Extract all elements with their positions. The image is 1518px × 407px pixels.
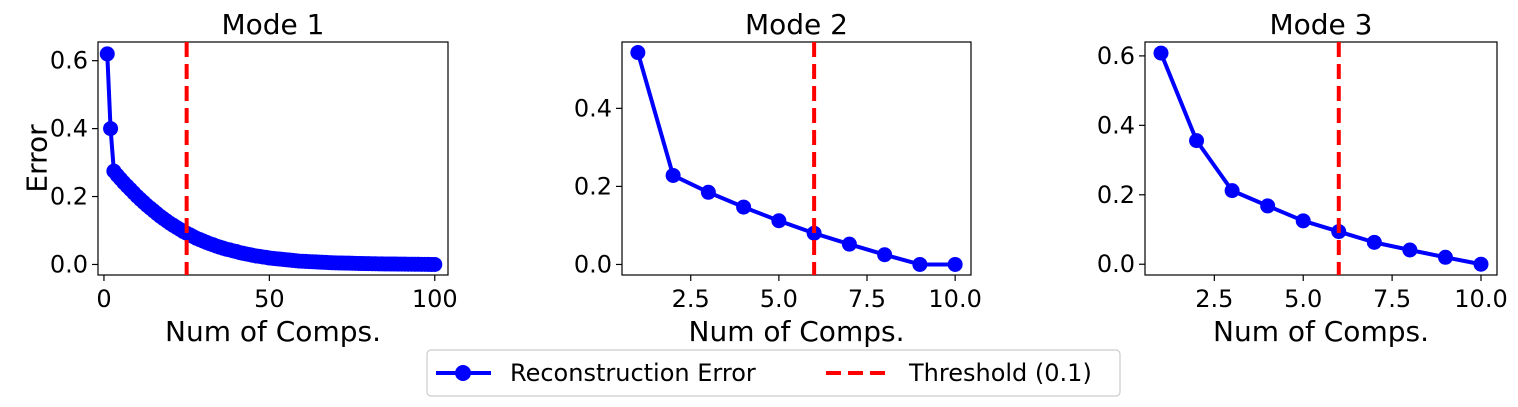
x-tick-label: 10.0 — [1454, 285, 1507, 313]
data-point — [665, 167, 681, 183]
legend: Reconstruction Error Threshold (0.1) — [426, 349, 1121, 397]
series-line-reconstruction-error — [105, 53, 435, 267]
chart-panel-3: Mode 3 2.5 5.0 7.5 10.0 0.0 0.2 0.4 0.6 Num of Co… — [1097, 8, 1508, 348]
data-point — [1402, 242, 1418, 258]
series-line-reconstruction-error — [635, 51, 956, 267]
data-point — [1295, 213, 1311, 229]
y-axis-label: Error — [21, 124, 54, 193]
x-tick-label: 0 — [96, 285, 111, 313]
chart-title: Mode 2 — [745, 8, 848, 41]
data-point — [103, 121, 119, 137]
data-point — [1366, 234, 1382, 250]
data-point — [877, 247, 893, 263]
x-tick-label: 5.0 — [1284, 285, 1322, 313]
x-tick-label: 50 — [254, 285, 285, 313]
y-tick-label: 0.0 — [1097, 250, 1135, 278]
x-tick-label: 2.5 — [1195, 285, 1233, 313]
data-point — [700, 184, 716, 200]
data-point — [1153, 45, 1169, 61]
y-tick-label: 0.0 — [574, 250, 612, 278]
data-point — [1473, 256, 1489, 272]
y-tick-label: 0.2 — [50, 183, 88, 211]
chart-panel-1: Mode 1 0 50 100 0.0 0.2 0.4 0.6 Num of Comps. Err… — [21, 8, 458, 348]
data-point — [736, 199, 752, 215]
data-point — [841, 236, 857, 252]
legend-frame — [426, 349, 1121, 397]
plot-frame — [97, 41, 449, 276]
chart-title: Mode 3 — [1269, 8, 1372, 41]
plot-frame — [1144, 41, 1498, 276]
x-tick-label: 10.0 — [928, 285, 981, 313]
y-tick-label: 0.4 — [574, 94, 612, 122]
x-tick-label: 7.5 — [1373, 285, 1411, 313]
data-point — [630, 45, 646, 61]
x-tick-label: 5.0 — [760, 285, 798, 313]
data-point — [771, 213, 787, 229]
data-point — [1437, 249, 1453, 265]
x-tick-label: 100 — [412, 285, 458, 313]
data-point — [1189, 133, 1205, 149]
y-tick-label: 0.6 — [50, 47, 88, 75]
x-axis-label: Num of Comps. — [1213, 315, 1429, 348]
data-point — [947, 256, 963, 272]
data-point — [99, 46, 115, 62]
legend-label-reconstruction: Reconstruction Error — [510, 359, 756, 387]
data-point — [427, 256, 443, 272]
chart-title: Mode 1 — [221, 8, 324, 41]
x-tick-label: 2.5 — [672, 285, 710, 313]
y-tick-label: 0.0 — [50, 250, 88, 278]
y-tick-label: 0.2 — [1097, 181, 1135, 209]
x-axis-label: Num of Comps. — [689, 315, 905, 348]
y-tick-label: 0.4 — [50, 115, 88, 143]
legend-label-threshold: Threshold (0.1) — [908, 359, 1092, 387]
legend-marker-reconstruction — [455, 365, 471, 381]
chart-panel-2: Mode 2 2.5 5.0 7.5 10.0 0.0 0.2 0.4 Num of Comps… — [574, 8, 982, 348]
series-line-reconstruction-error — [1159, 52, 1482, 267]
x-tick-label: 7.5 — [848, 285, 886, 313]
data-point — [1224, 183, 1240, 199]
data-point — [912, 256, 928, 272]
x-axis-label: Num of Comps. — [165, 315, 381, 348]
data-point — [806, 225, 822, 241]
y-tick-label: 0.2 — [574, 172, 612, 200]
y-tick-label: 0.6 — [1097, 42, 1135, 70]
plot-frame — [621, 41, 972, 276]
data-point — [1260, 198, 1276, 214]
y-tick-label: 0.4 — [1097, 111, 1135, 139]
